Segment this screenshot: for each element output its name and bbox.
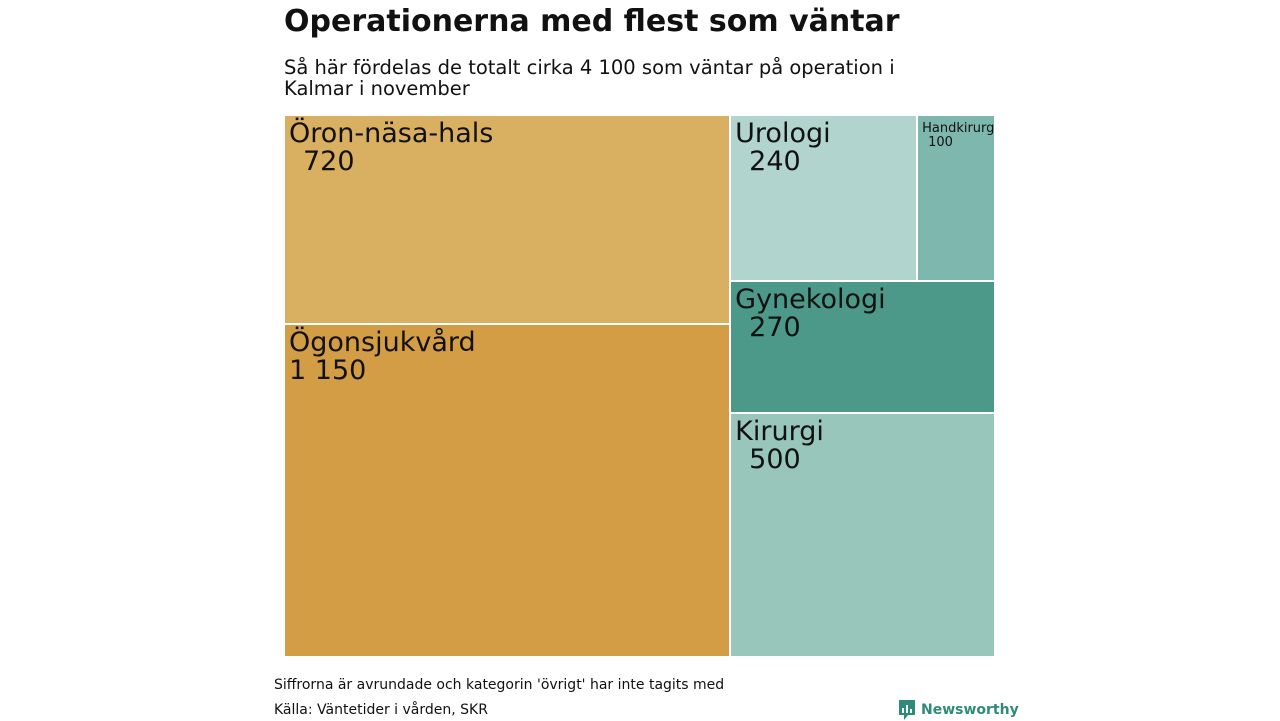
chart-title: Operationerna med flest som väntar — [284, 4, 900, 39]
chart-subtitle: Så här fördelas de totalt cirka 4 100 so… — [284, 56, 895, 100]
treemap-cell-ogonsjukvard: Ögonsjukvård 1 150 — [284, 323, 731, 657]
treemap: Öron-näsa-hals 720 Ögonsjukvård 1 150 Urolog… — [284, 115, 995, 657]
treemap-value: 100 — [928, 135, 953, 150]
treemap-label: Ögonsjukvård — [289, 326, 476, 358]
treemap-label: Kirurgi — [735, 415, 824, 447]
treemap-cell-kirurgi: Kirurgi 500 — [730, 412, 995, 657]
treemap-cell-urologi: Urologi 240 — [730, 115, 918, 282]
footnote: Siffrorna är avrundade och kategorin 'öv… — [274, 677, 725, 693]
treemap-label: Öron-näsa-hals — [289, 118, 494, 149]
treemap-label: Gynekologi — [735, 284, 886, 316]
source-note: Källa: Väntetider i vården, SKR — [274, 702, 488, 718]
newsworthy-logo-icon — [899, 700, 915, 720]
brand-logo: Newsworthy — [898, 699, 1019, 721]
treemap-label: Handkirurgi — [922, 121, 995, 136]
brand-name: Newsworthy — [921, 702, 1019, 718]
treemap-value: 720 — [303, 146, 355, 177]
treemap-value: 270 — [749, 312, 801, 344]
treemap-cell-gynekologi: Gynekologi 270 — [730, 281, 995, 413]
treemap-label: Urologi — [735, 118, 831, 149]
treemap-value: 1 150 — [289, 354, 367, 386]
treemap-value: 240 — [749, 146, 801, 177]
treemap-value: 500 — [749, 443, 801, 475]
treemap-cell-handkirurgi: Handkirurgi 100 — [917, 115, 995, 282]
treemap-cell-oron-nasa-hals: Öron-näsa-hals 720 — [284, 115, 731, 324]
